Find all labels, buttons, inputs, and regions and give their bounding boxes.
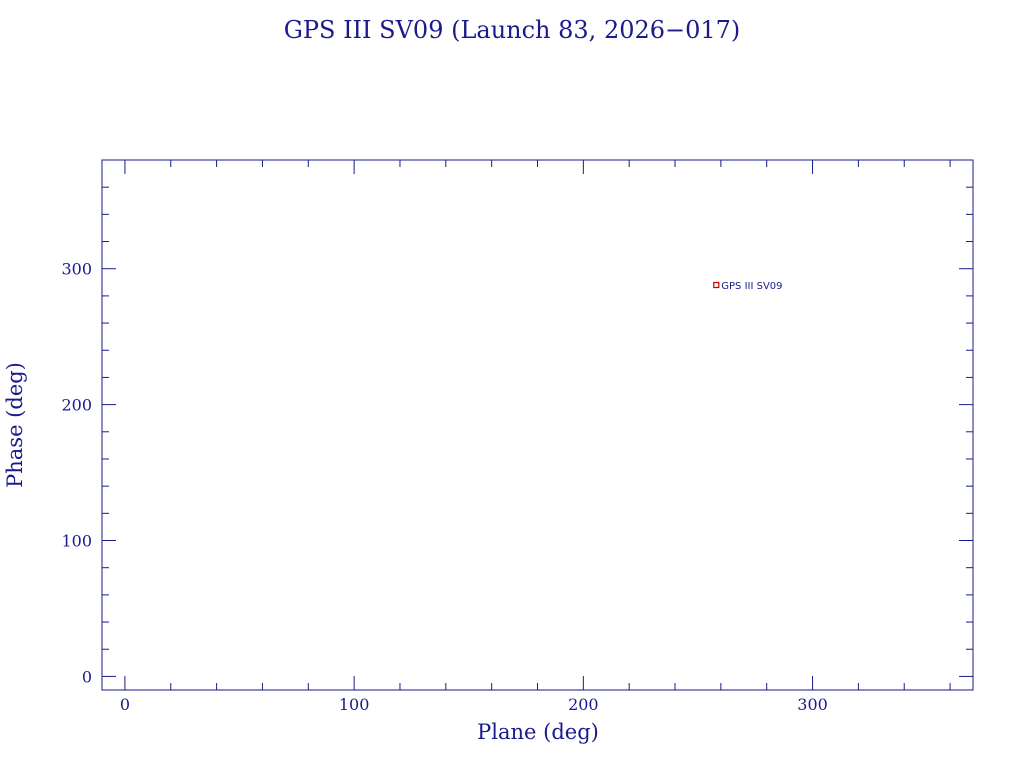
y-tick-label: 200: [61, 396, 92, 415]
y-tick-label: 0: [82, 667, 92, 686]
axis-ticks: [102, 159, 973, 690]
data-point-label: GPS III SV09: [721, 281, 782, 292]
tick-labels: 0 100 200 300 0 100 200 300: [61, 260, 827, 714]
x-tick-label: 100: [339, 695, 370, 714]
data-point-marker: [713, 281, 720, 289]
x-tick-label: 300: [797, 695, 828, 714]
x-tick-label: 200: [568, 695, 599, 714]
plot-frame: [101, 159, 974, 691]
y-axis-label: Phase (deg): [3, 362, 27, 488]
chart-title: GPS III SV09 (Launch 83, 2026−017): [284, 16, 741, 44]
y-tick-label: 300: [61, 260, 92, 279]
y-tick-label: 100: [61, 532, 92, 551]
x-tick-label: 0: [120, 695, 130, 714]
data-points: GPS III SV09: [713, 281, 783, 292]
x-axis-label: Plane (deg): [477, 720, 599, 744]
